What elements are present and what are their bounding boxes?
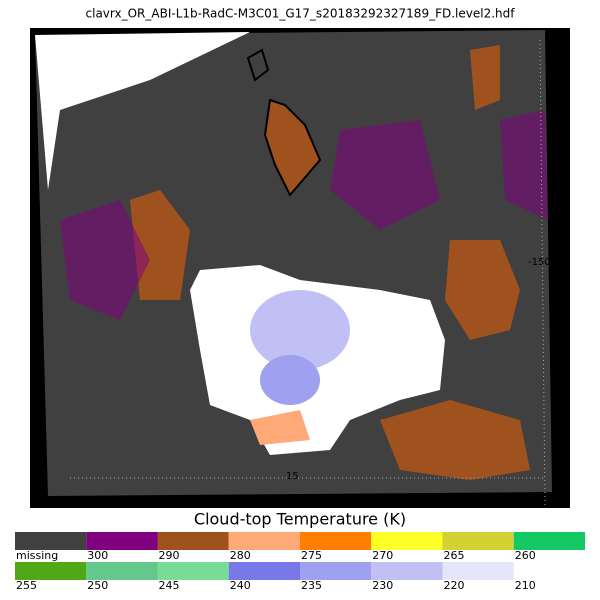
swatch (371, 532, 443, 550)
swatch-label: missing (16, 549, 58, 562)
swatch (86, 562, 158, 580)
swatch (513, 532, 585, 550)
cloud-cold (250, 290, 350, 370)
cloud-warm (60, 110, 548, 320)
title: clavrx_OR_ABI-L1b-RadC-M3C01_G17_s201832… (86, 7, 516, 21)
swatch (300, 532, 372, 550)
swatch (300, 562, 372, 580)
swatch (15, 562, 87, 580)
lon-label: -150 (528, 257, 551, 268)
swatch-label: 230 (372, 579, 393, 592)
swatch (442, 532, 514, 550)
swatch (442, 562, 514, 580)
swatch-label: 240 (230, 579, 251, 592)
graticule (539, 39, 546, 506)
swatch (513, 562, 585, 580)
swatch-label: 210 (515, 579, 536, 592)
colorbar-title: Cloud-top Temperature (K) (194, 510, 406, 529)
swatch-label: 280 (230, 549, 251, 562)
swatch-label: 290 (159, 549, 180, 562)
swatch-label: 275 (301, 549, 322, 562)
cloud-warm (380, 400, 530, 480)
cloud-cold (260, 355, 320, 405)
cloud-warm (470, 45, 500, 110)
swatch-label: 220 (444, 579, 465, 592)
cloud-white (35, 32, 250, 190)
swatch (228, 532, 300, 550)
swatch-label: 300 (87, 549, 108, 562)
colorbar: missing 300 290 280 275 270 265 260 255 250 245 240… (15, 532, 585, 592)
swatch-label: 265 (444, 549, 465, 562)
cloud-warm (250, 410, 310, 445)
swatch-label: 255 (16, 579, 37, 592)
island-outline (263, 98, 322, 197)
cloud-warm (445, 240, 520, 340)
swatch-label: 260 (515, 549, 536, 562)
lat-label: 15 (286, 471, 299, 482)
swatch (15, 532, 87, 550)
swatch (157, 532, 229, 550)
swatch-label: 235 (301, 579, 322, 592)
swatch (157, 562, 229, 580)
swatch (86, 532, 158, 550)
swatch-label: 245 (159, 579, 180, 592)
swatch (371, 562, 443, 580)
swatch (228, 562, 300, 580)
island-outline (246, 48, 270, 82)
swatch-label: 250 (87, 579, 108, 592)
cloud-warm (130, 190, 190, 300)
swatch-label: 270 (372, 549, 393, 562)
